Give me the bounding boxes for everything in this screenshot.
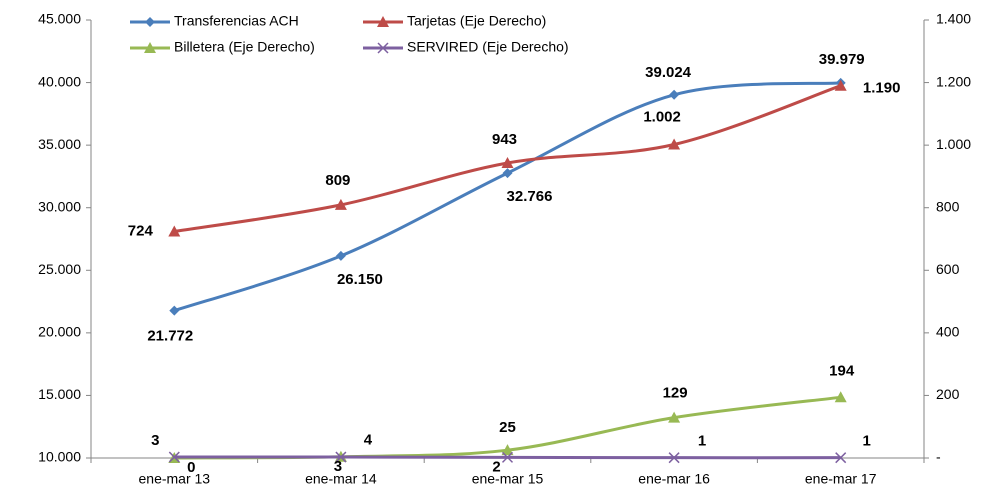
data-point <box>169 305 180 316</box>
data-point <box>502 168 513 179</box>
y-tick-label: 25.000 <box>38 261 81 277</box>
value-label: 809 <box>325 172 350 189</box>
value-label: 1.190 <box>863 80 901 97</box>
value-label: 2 <box>492 458 500 475</box>
data-point <box>335 451 347 463</box>
y2-tick-label: 200 <box>936 386 960 402</box>
value-label: 129 <box>663 385 688 402</box>
value-label: 26.150 <box>337 271 383 288</box>
y-tick-label: 20.000 <box>38 324 81 340</box>
x-tick-label: ene-mar 16 <box>638 471 710 487</box>
y-tick-label: 45.000 <box>38 11 81 27</box>
y2-tick-label: 1.400 <box>936 11 971 27</box>
data-point <box>668 411 681 423</box>
value-label: 4 <box>364 432 373 449</box>
data-point <box>335 250 346 261</box>
x-tick-label: ene-mar 13 <box>139 471 211 487</box>
value-label: 1.002 <box>643 108 681 125</box>
y-tick-label: 15.000 <box>38 386 81 402</box>
legend-label: Tarjetas (Eje Derecho) <box>407 13 546 29</box>
value-label: 39.024 <box>645 64 692 81</box>
y2-tick-label: 1.000 <box>936 136 971 152</box>
data-point <box>168 451 180 463</box>
legend-label: SERVIRED (Eje Derecho) <box>407 39 569 55</box>
y2-tick-label: 1.200 <box>936 73 971 89</box>
data-point <box>168 225 181 237</box>
value-label: 32.766 <box>507 188 553 205</box>
x-tick-label: ene-mar 14 <box>305 471 377 487</box>
y-tick-label: 30.000 <box>38 198 81 214</box>
y-tick-label: 35.000 <box>38 136 81 152</box>
data-point <box>334 198 347 210</box>
y2-tick-label: 800 <box>936 198 960 214</box>
y2-tick-label: 400 <box>936 324 960 340</box>
value-label: 21.772 <box>147 328 193 345</box>
data-point <box>834 391 847 403</box>
data-point <box>668 452 680 464</box>
value-label: 3 <box>334 458 342 475</box>
legend-marker <box>377 42 389 54</box>
data-point <box>501 451 514 463</box>
value-label: 3 <box>151 432 159 449</box>
y2-tick-label: - <box>936 449 941 465</box>
legend-marker <box>145 17 155 27</box>
data-point <box>668 138 681 150</box>
legend-label: Billetera (Eje Derecho) <box>174 39 315 55</box>
value-label: 39.979 <box>819 51 865 68</box>
value-label: 0 <box>187 459 195 476</box>
legend-marker <box>377 16 389 27</box>
x-tick-label: ene-mar 15 <box>472 471 544 487</box>
value-label: 943 <box>492 131 517 148</box>
value-label: 25 <box>499 419 516 436</box>
legend-label: Transferencias ACH <box>174 13 299 29</box>
value-label: 1 <box>863 433 871 450</box>
data-point <box>835 452 847 464</box>
value-label: 194 <box>829 362 855 379</box>
data-point <box>669 89 680 100</box>
value-label: 724 <box>128 222 154 239</box>
y-tick-label: 10.000 <box>38 449 81 465</box>
data-point <box>501 444 514 456</box>
data-point <box>501 156 514 168</box>
y-tick-label: 40.000 <box>38 73 81 89</box>
value-label: 1 <box>698 433 706 450</box>
y2-tick-label: 600 <box>936 261 960 277</box>
legend-marker <box>144 42 156 53</box>
data-point <box>834 79 847 91</box>
x-tick-label: ene-mar 17 <box>805 471 877 487</box>
